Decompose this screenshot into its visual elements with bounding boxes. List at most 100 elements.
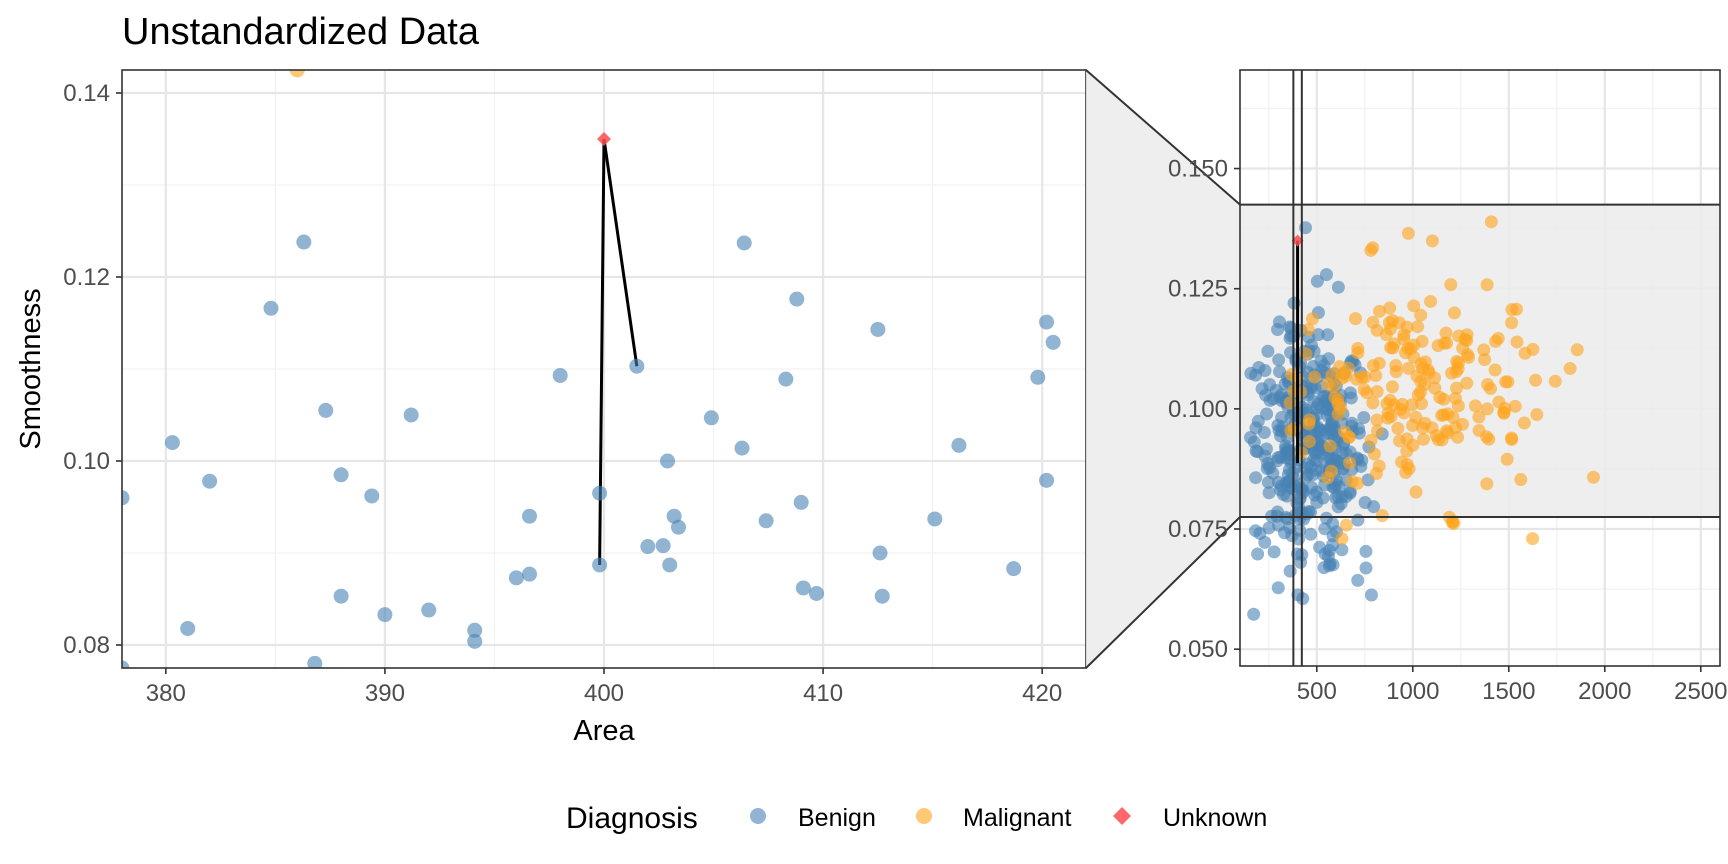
benign-point xyxy=(1284,346,1298,360)
malignant-point xyxy=(1399,465,1413,479)
benign-point xyxy=(318,402,334,418)
benign-point xyxy=(1258,535,1272,549)
benign-point xyxy=(1006,561,1022,577)
malignant-point xyxy=(1422,366,1436,380)
x-tick-label: 1000 xyxy=(1386,678,1439,705)
malignant-point xyxy=(1391,421,1405,435)
benign-point xyxy=(1262,486,1276,500)
benign-point xyxy=(1284,410,1298,424)
benign-point xyxy=(1261,475,1275,489)
benign-point xyxy=(1249,444,1263,458)
zoom-panel: 380 390 400 410 420 0.08 0.10 0.12 0.14 Area Smo… xyxy=(15,69,1087,747)
malignant-point xyxy=(1384,340,1398,354)
legend: Diagnosis Benign Malignant Unknown xyxy=(566,802,1267,835)
benign-point xyxy=(1267,545,1281,559)
malignant-point xyxy=(1400,432,1414,446)
malignant-point xyxy=(1505,316,1519,330)
malignant-point xyxy=(1416,432,1430,446)
malignant-point xyxy=(1488,363,1502,377)
x-tick-label: 390 xyxy=(365,680,405,707)
x-tick-label: 2500 xyxy=(1674,678,1727,705)
malignant-point xyxy=(1477,343,1491,357)
malignant-point xyxy=(1548,374,1562,388)
malignant-point xyxy=(1409,410,1423,424)
malignant-point xyxy=(1526,342,1540,356)
benign-point xyxy=(307,655,323,668)
connector-shade xyxy=(1086,70,1240,668)
legend-label-malignant: Malignant xyxy=(963,804,1071,832)
benign-point xyxy=(1030,369,1046,385)
malignant-point xyxy=(1445,366,1459,380)
malignant-point xyxy=(1439,326,1453,340)
benign-point xyxy=(467,633,483,649)
benign-point xyxy=(1335,490,1349,504)
benign-point xyxy=(296,234,312,250)
malignant-point xyxy=(1431,433,1445,447)
zoom-panel-points xyxy=(122,70,1061,668)
overview-panel-points xyxy=(1244,215,1600,621)
malignant-point xyxy=(1410,369,1424,383)
malignant-point xyxy=(1367,447,1381,461)
malignant-point xyxy=(1397,406,1411,420)
malignant-point xyxy=(289,70,305,78)
benign-point xyxy=(1262,521,1276,535)
benign-point xyxy=(660,453,676,469)
benign-point xyxy=(421,602,437,618)
malignant-point xyxy=(1570,343,1584,357)
malignant-point xyxy=(1395,455,1409,469)
malignant-point xyxy=(1508,399,1522,413)
malignant-point xyxy=(1437,392,1451,406)
benign-point xyxy=(1326,427,1340,441)
benign-point xyxy=(522,508,538,524)
benign-point xyxy=(1271,322,1285,336)
malignant-point xyxy=(1339,518,1353,532)
benign-point xyxy=(1272,353,1286,367)
benign-point xyxy=(951,437,967,453)
benign-point xyxy=(1304,527,1318,541)
malignant-point xyxy=(1302,434,1316,448)
malignant-point xyxy=(1414,357,1428,371)
benign-point xyxy=(1273,365,1287,379)
malignant-point xyxy=(1411,320,1425,334)
malignant-point xyxy=(1480,402,1494,416)
benign-point xyxy=(377,607,393,623)
malignant-point xyxy=(1381,406,1395,420)
benign-point xyxy=(795,580,811,596)
malignant-point xyxy=(1285,368,1299,382)
connector-line xyxy=(1085,516,1241,669)
benign-point xyxy=(1249,524,1263,538)
benign-point xyxy=(1305,480,1319,494)
benign-point xyxy=(1321,328,1335,342)
benign-point xyxy=(1278,377,1292,391)
benign-point xyxy=(1285,529,1299,543)
malignant-point xyxy=(1498,401,1512,415)
malignant-point xyxy=(1379,328,1393,342)
benign-point xyxy=(1244,430,1258,444)
malignant-point xyxy=(1335,532,1349,546)
malignant-point xyxy=(1401,226,1415,240)
malignant-point xyxy=(1505,303,1519,317)
unknown-point xyxy=(597,132,611,146)
malignant-point xyxy=(1411,388,1425,402)
malignant-point xyxy=(1424,294,1438,308)
benign-point xyxy=(1359,561,1373,575)
x-tick-label: 1500 xyxy=(1482,678,1535,705)
malignant-point xyxy=(1335,371,1349,385)
malignant-point xyxy=(1370,385,1384,399)
benign-point xyxy=(263,300,279,316)
y-tick-label: 0.075 xyxy=(1168,516,1228,543)
x-tick-label: 500 xyxy=(1297,678,1337,705)
malignant-point xyxy=(1444,278,1458,292)
y-tick-label: 0.08 xyxy=(63,632,110,659)
legend-key-unknown xyxy=(1113,807,1131,825)
benign-point xyxy=(1311,328,1325,342)
malignant-point xyxy=(1401,361,1415,375)
benign-point xyxy=(1318,547,1332,561)
benign-point xyxy=(662,557,678,573)
malignant-point xyxy=(1586,470,1600,484)
benign-point xyxy=(1319,511,1333,525)
benign-point xyxy=(1308,381,1322,395)
malignant-point xyxy=(1418,377,1432,391)
malignant-point xyxy=(1375,509,1389,523)
benign-point xyxy=(1045,334,1061,350)
